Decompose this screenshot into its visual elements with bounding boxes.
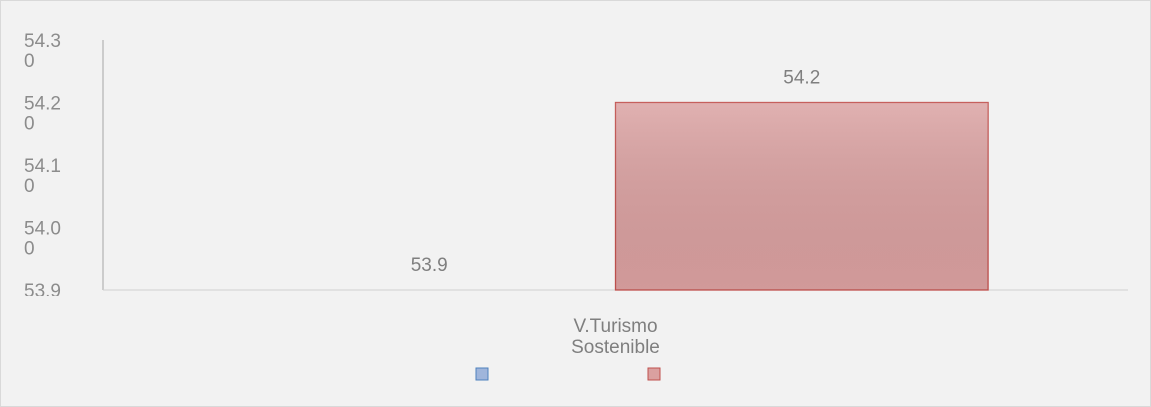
y-tick-label: 54.1 0 <box>24 156 61 197</box>
x-tick-label: V.Turismo Sostenible <box>571 316 660 358</box>
data-label: 54.2 <box>783 68 820 89</box>
data-label: 53.9 <box>411 255 448 276</box>
bar-shade <box>615 102 989 290</box>
y-tick-label: 54.2 0 <box>24 94 61 135</box>
legend-marker <box>647 367 661 381</box>
y-tick-label: 54.0 0 <box>24 219 61 260</box>
y-tick-label: 53.90 <box>24 281 61 322</box>
legend-marker <box>475 367 489 381</box>
y-tick-label: 54.3 0 <box>24 31 61 72</box>
